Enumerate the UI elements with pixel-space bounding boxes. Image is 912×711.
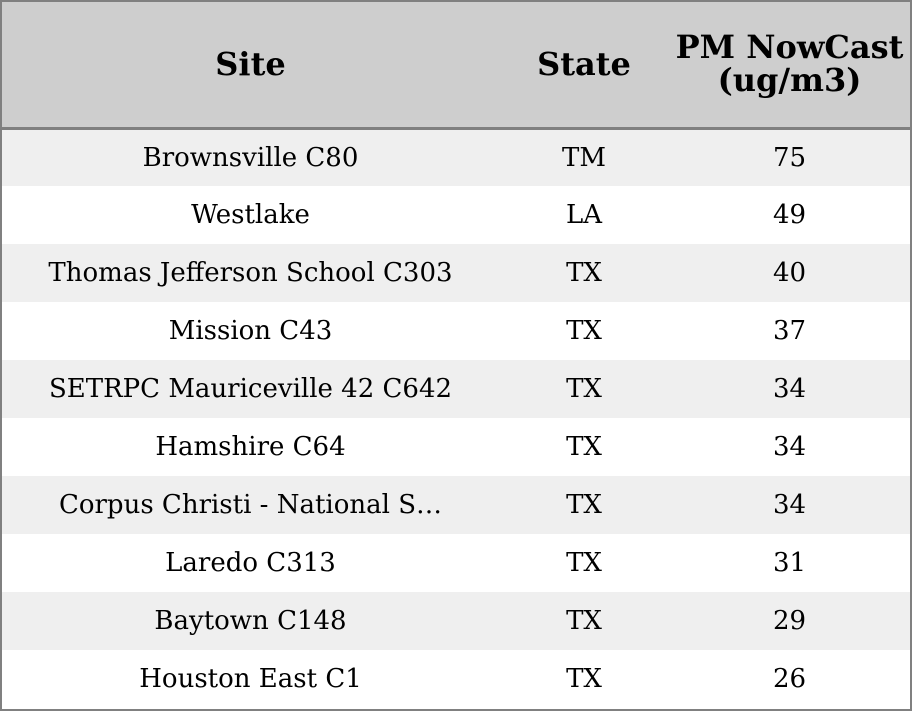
- header-state[interactable]: State: [499, 2, 669, 130]
- table-body: Brownsville C80 TM 75 Westlake LA 49 Tho…: [2, 128, 910, 708]
- state-cell: TX: [566, 490, 602, 520]
- table-header: Site State PM NowCast (ug/m3): [2, 2, 910, 130]
- state-cell: TX: [566, 258, 602, 288]
- site-cell: Westlake: [191, 200, 310, 230]
- state-cell: TX: [566, 432, 602, 462]
- table-row: Westlake LA 49: [2, 186, 910, 244]
- state-cell: TX: [566, 316, 602, 346]
- table-row: Laredo C313 TX 31: [2, 534, 910, 592]
- pm-cell: 75: [772, 142, 807, 173]
- site-cell: Houston East C1: [139, 664, 362, 694]
- table-row: Houston East C1 TX 26: [2, 650, 910, 708]
- pm-cell: 31: [772, 548, 807, 578]
- site-cell: Mission C43: [168, 316, 333, 346]
- state-cell: TX: [566, 548, 602, 578]
- state-cell: TX: [566, 606, 602, 636]
- pm-cell: 37: [772, 316, 807, 346]
- site-cell: Baytown C148: [154, 606, 347, 636]
- pm-cell: 29: [772, 606, 807, 636]
- pm-cell: 34: [772, 374, 807, 404]
- header-row: Site State PM NowCast (ug/m3): [2, 2, 910, 130]
- pm-cell: 40: [772, 258, 807, 288]
- site-cell: Hamshire C64: [155, 432, 346, 462]
- state-cell: TX: [566, 374, 602, 404]
- table-row: Baytown C148 TX 29: [2, 592, 910, 650]
- site-cell: Laredo C313: [165, 548, 336, 578]
- table-row: Mission C43 TX 37: [2, 302, 910, 360]
- pm-cell: 34: [772, 432, 807, 462]
- state-cell: TM: [562, 142, 606, 173]
- state-cell: LA: [565, 200, 603, 230]
- table-row: Hamshire C64 TX 34: [2, 418, 910, 476]
- pm-cell: 26: [772, 664, 807, 694]
- pm-cell: 49: [772, 200, 807, 230]
- table-row: Corpus Christi - National S… TX 34: [2, 476, 910, 534]
- pm-cell: 34: [772, 490, 807, 520]
- table-row: Brownsville C80 TM 75: [2, 128, 910, 186]
- state-cell: TX: [566, 664, 602, 694]
- table-row: Thomas Jefferson School C303 TX 40: [2, 244, 910, 302]
- site-cell: Brownsville C80: [142, 142, 359, 173]
- header-pm-nowcast[interactable]: PM NowCast (ug/m3): [669, 2, 910, 130]
- site-cell: Corpus Christi - National S…: [58, 490, 443, 520]
- site-cell: Thomas Jefferson School C303: [48, 258, 453, 288]
- table-row: SETRPC Mauriceville 42 C642 TX 34: [2, 360, 910, 418]
- header-site[interactable]: Site: [2, 2, 499, 130]
- site-cell: SETRPC Mauriceville 42 C642: [48, 374, 453, 404]
